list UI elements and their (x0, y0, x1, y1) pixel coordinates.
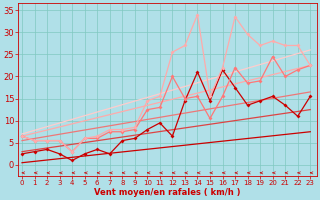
X-axis label: Vent moyen/en rafales ( km/h ): Vent moyen/en rafales ( km/h ) (94, 188, 241, 197)
